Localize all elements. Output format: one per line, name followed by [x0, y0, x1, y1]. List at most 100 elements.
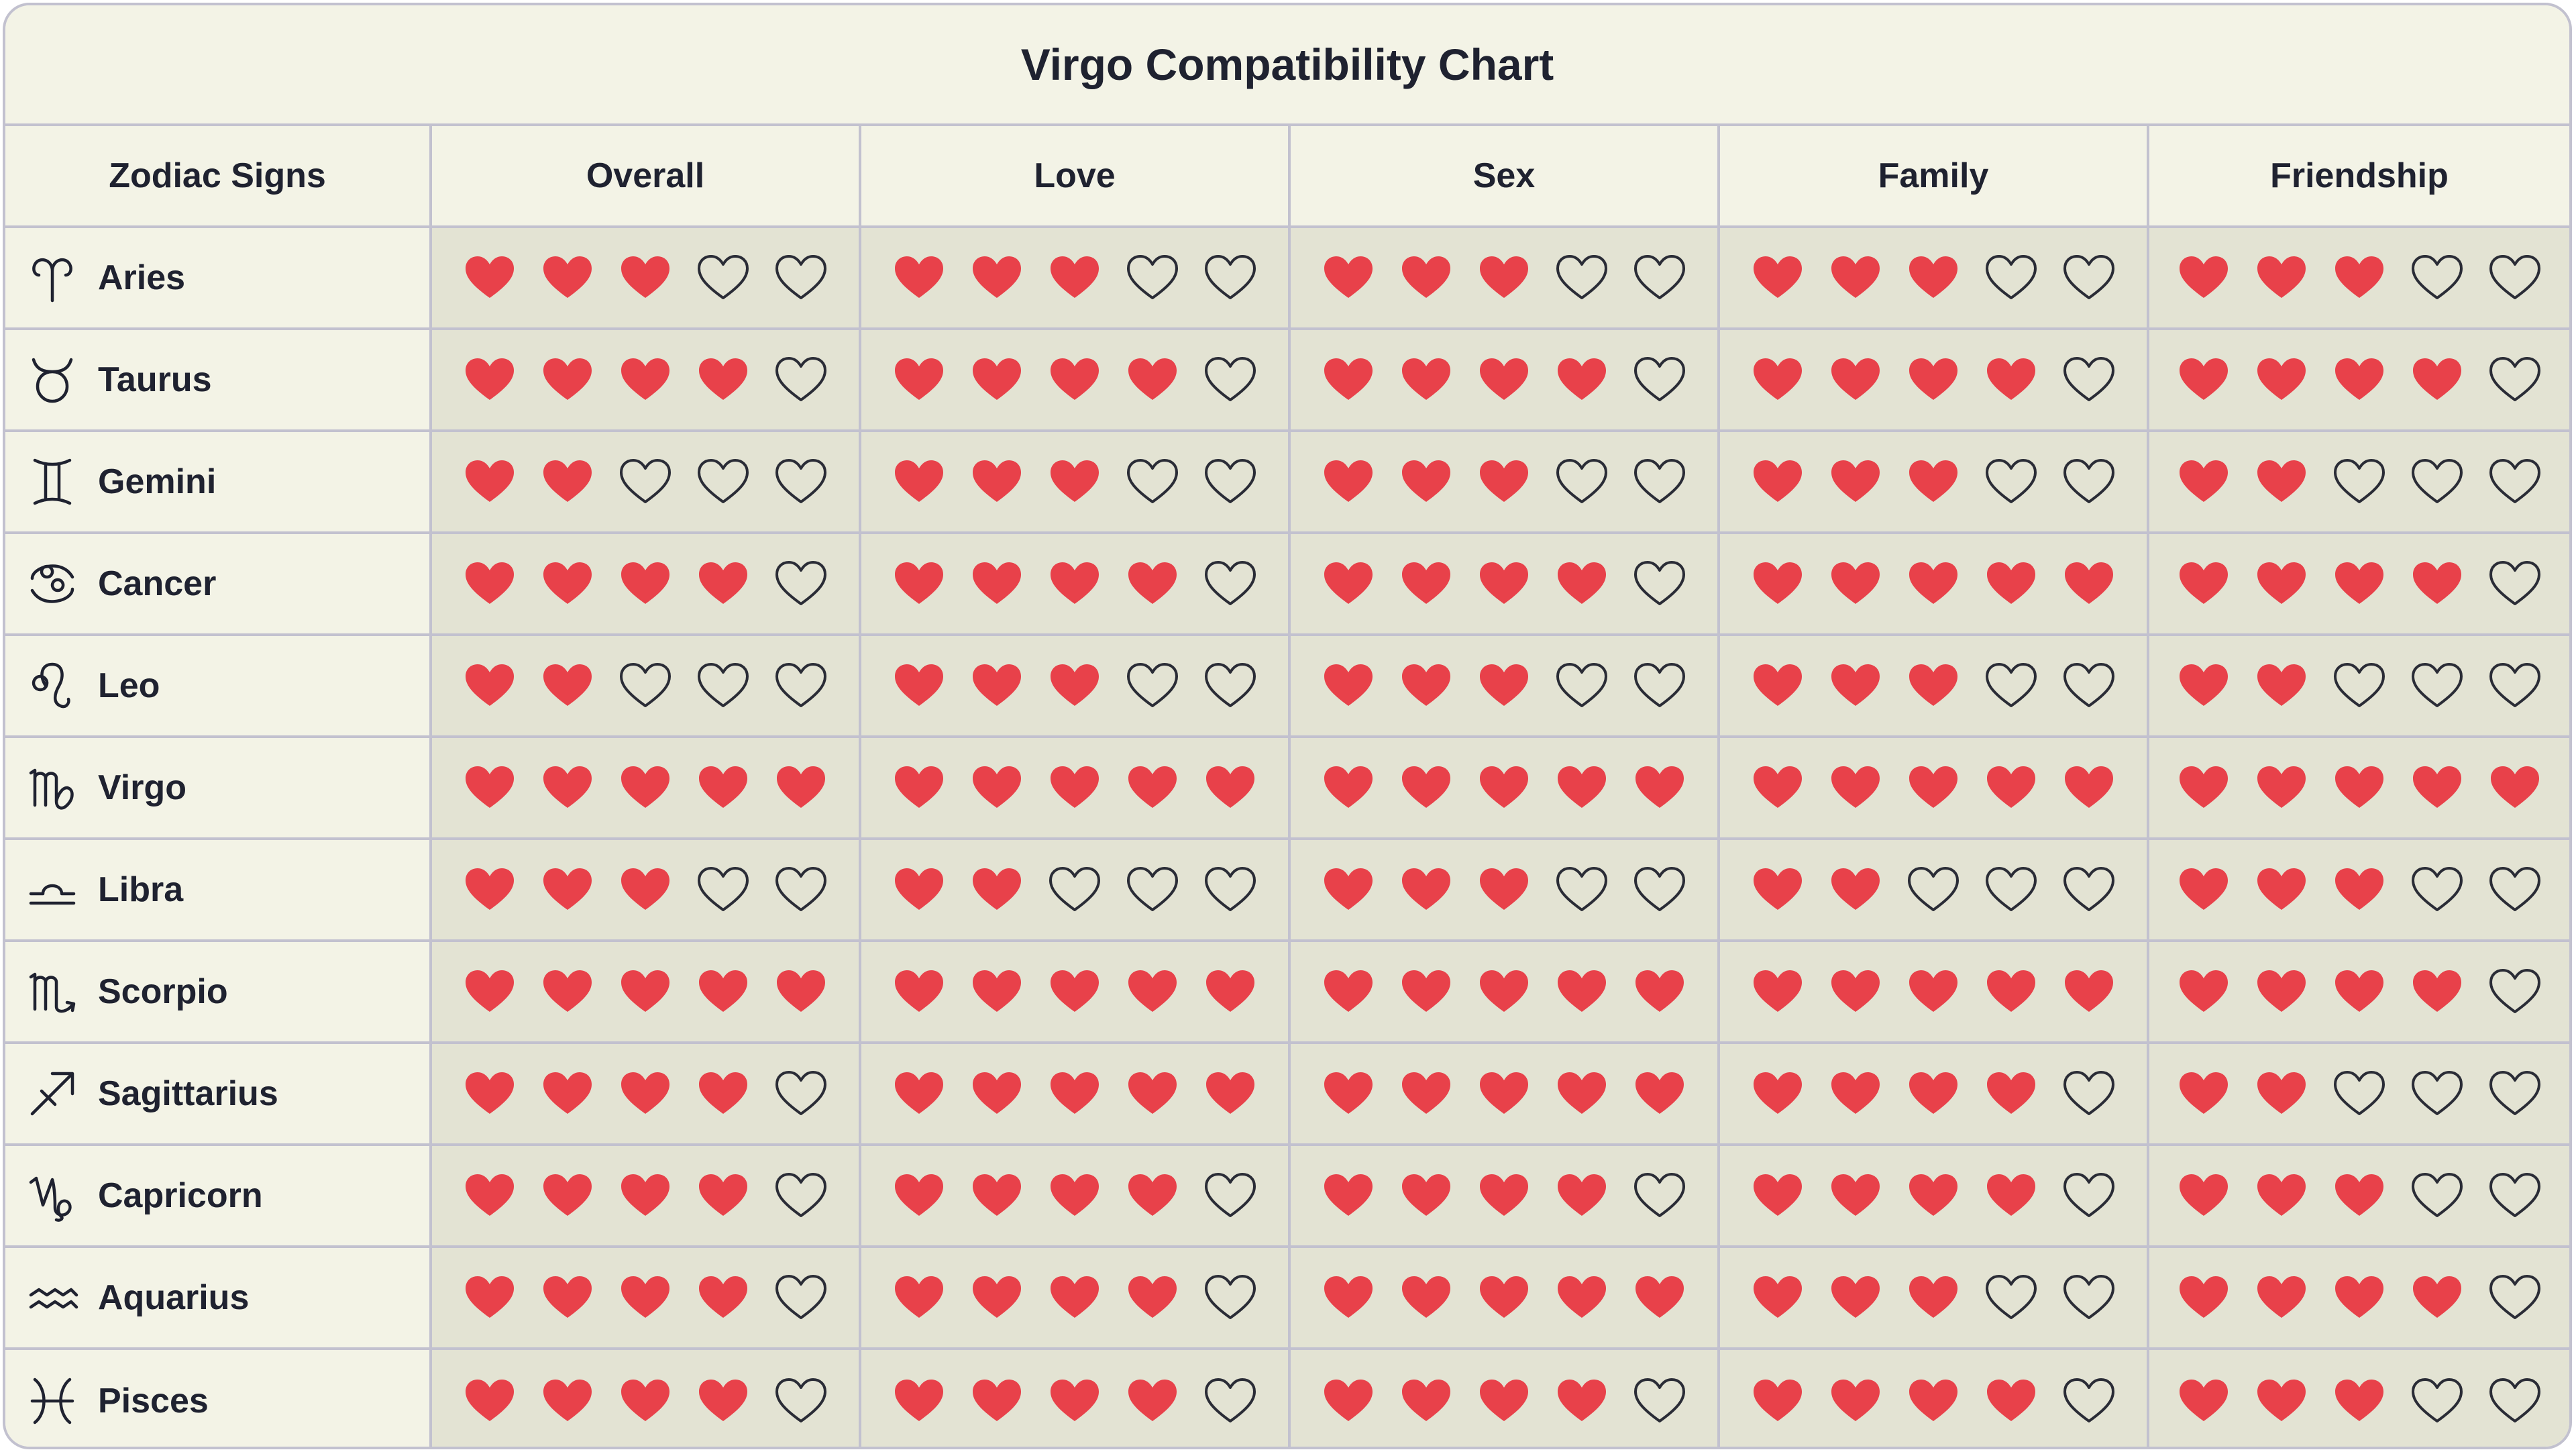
rating-libra-family — [1720, 840, 2149, 942]
sign-name: Leo — [98, 666, 160, 705]
empty-heart-icon — [2412, 1173, 2463, 1217]
filled-heart-icon — [973, 1174, 1021, 1216]
filled-heart-icon — [1831, 1380, 1880, 1421]
filled-heart-icon — [1402, 562, 1450, 604]
empty-heart-icon — [1986, 255, 2037, 299]
rating-aquarius-overall — [432, 1248, 861, 1350]
empty-heart-icon — [2489, 1275, 2540, 1319]
filled-heart-icon — [1754, 664, 1802, 706]
empty-heart-icon — [620, 459, 671, 503]
empty-heart-icon — [2412, 867, 2463, 911]
filled-heart-icon — [1754, 970, 1802, 1012]
filled-heart-icon — [1324, 460, 1373, 502]
empty-heart-icon — [1986, 1275, 2037, 1319]
filled-heart-icon — [1402, 358, 1450, 400]
filled-heart-icon — [2180, 1276, 2228, 1318]
filled-heart-icon — [699, 1174, 747, 1216]
filled-heart-icon — [2335, 1276, 2383, 1318]
empty-heart-icon — [2489, 1378, 2540, 1422]
filled-heart-icon — [895, 1072, 943, 1114]
rating-aries-family — [1720, 228, 2149, 330]
rating-cancer-family — [1720, 534, 2149, 636]
empty-heart-icon — [2334, 1071, 2385, 1115]
filled-heart-icon — [973, 1276, 1021, 1318]
filled-heart-icon — [1324, 1174, 1373, 1216]
filled-heart-icon — [543, 868, 592, 910]
empty-heart-icon — [1556, 867, 1607, 911]
filled-heart-icon — [1324, 1072, 1373, 1114]
empty-heart-icon — [775, 1275, 826, 1319]
filled-heart-icon — [1558, 766, 1606, 808]
filled-heart-icon — [1402, 1072, 1450, 1114]
filled-heart-icon — [2065, 562, 2113, 604]
rating-pisces-friendship — [2149, 1350, 2569, 1447]
empty-heart-icon — [2063, 1071, 2114, 1115]
rating-sagittarius-sex — [1291, 1044, 1720, 1146]
filled-heart-icon — [1324, 1380, 1373, 1421]
filled-heart-icon — [1831, 256, 1880, 298]
column-header-friendship: Friendship — [2149, 126, 2569, 228]
filled-heart-icon — [2413, 358, 2461, 400]
filled-heart-icon — [1128, 358, 1177, 400]
taurus-icon — [25, 353, 79, 407]
empty-heart-icon — [1205, 459, 1256, 503]
filled-heart-icon — [1831, 1276, 1880, 1318]
rating-libra-sex — [1291, 840, 1720, 942]
empty-heart-icon — [698, 867, 749, 911]
filled-heart-icon — [621, 1174, 669, 1216]
filled-heart-icon — [1051, 970, 1099, 1012]
sign-name: Gemini — [98, 462, 217, 501]
empty-heart-icon — [1556, 459, 1607, 503]
filled-heart-icon — [1987, 562, 2035, 604]
empty-heart-icon — [2063, 255, 2114, 299]
filled-heart-icon — [1635, 1072, 1684, 1114]
empty-heart-icon — [2489, 663, 2540, 707]
filled-heart-icon — [2335, 868, 2383, 910]
sign-cell-leo: Leo — [5, 636, 432, 738]
filled-heart-icon — [1831, 664, 1880, 706]
filled-heart-icon — [699, 766, 747, 808]
filled-heart-icon — [1051, 460, 1099, 502]
rating-leo-family — [1720, 636, 2149, 738]
filled-heart-icon — [1558, 1174, 1606, 1216]
column-header-family: Family — [1720, 126, 2149, 228]
filled-heart-icon — [2257, 1174, 2306, 1216]
filled-heart-icon — [1128, 562, 1177, 604]
empty-heart-icon — [1634, 1173, 1685, 1217]
rating-pisces-sex — [1291, 1350, 1720, 1447]
filled-heart-icon — [1909, 256, 1957, 298]
filled-heart-icon — [1128, 1072, 1177, 1114]
empty-heart-icon — [2412, 663, 2463, 707]
empty-heart-icon — [1205, 357, 1256, 401]
filled-heart-icon — [1987, 358, 2035, 400]
filled-heart-icon — [543, 358, 592, 400]
rating-sagittarius-friendship — [2149, 1044, 2569, 1146]
sign-name: Scorpio — [98, 972, 228, 1011]
empty-heart-icon — [2489, 1071, 2540, 1115]
filled-heart-icon — [973, 256, 1021, 298]
filled-heart-icon — [1558, 1072, 1606, 1114]
empty-heart-icon — [1634, 1378, 1685, 1422]
empty-heart-icon — [1205, 1275, 1256, 1319]
aquarius-icon — [25, 1271, 79, 1325]
filled-heart-icon — [1480, 868, 1528, 910]
empty-heart-icon — [1205, 1378, 1256, 1422]
filled-heart-icon — [1754, 766, 1802, 808]
sign-cell-libra: Libra — [5, 840, 432, 942]
filled-heart-icon — [1480, 1380, 1528, 1421]
filled-heart-icon — [1206, 1072, 1254, 1114]
sign-cell-aquarius: Aquarius — [5, 1248, 432, 1350]
filled-heart-icon — [2180, 562, 2228, 604]
filled-heart-icon — [621, 256, 669, 298]
empty-heart-icon — [775, 867, 826, 911]
rating-sagittarius-family — [1720, 1044, 2149, 1146]
filled-heart-icon — [2413, 1276, 2461, 1318]
empty-heart-icon — [1205, 561, 1256, 605]
row-header-zodiac-signs: Zodiac Signs — [5, 126, 432, 228]
filled-heart-icon — [1480, 256, 1528, 298]
filled-heart-icon — [543, 1380, 592, 1421]
empty-heart-icon — [1634, 663, 1685, 707]
filled-heart-icon — [895, 1380, 943, 1421]
empty-heart-icon — [2063, 867, 2114, 911]
rating-aries-love — [861, 228, 1291, 330]
